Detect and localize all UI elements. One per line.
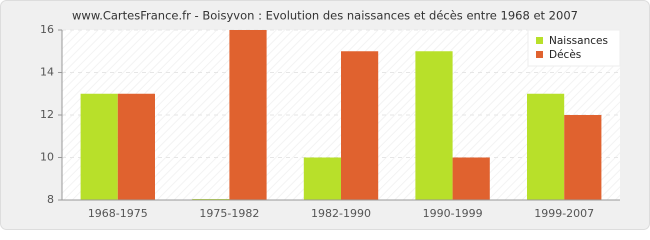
bar <box>527 93 565 200</box>
chart-title: www.CartesFrance.fr - Boisyvon : Evoluti… <box>72 9 578 23</box>
bar <box>229 30 267 200</box>
bar <box>415 51 453 200</box>
x-tick-label: 1982-1990 <box>311 207 371 220</box>
bar <box>303 157 341 200</box>
x-tick-label: 1975-1982 <box>199 207 259 220</box>
legend-swatch <box>536 37 543 44</box>
legend-swatch <box>536 51 543 58</box>
bar <box>452 157 490 200</box>
legend-box <box>527 29 621 67</box>
legend-label: Naissances <box>549 35 608 47</box>
chart: www.CartesFrance.fr - Boisyvon : Evoluti… <box>0 0 650 230</box>
x-tick-label: 1999-2007 <box>534 207 594 220</box>
y-tick-label: 10 <box>40 151 54 164</box>
x-tick-label: 1968-1975 <box>88 207 148 220</box>
y-tick-label: 8 <box>47 193 54 206</box>
y-tick-label: 12 <box>40 108 54 121</box>
bar <box>80 93 118 200</box>
y-tick-label: 14 <box>40 66 54 79</box>
x-tick-label: 1990-1999 <box>423 207 483 220</box>
y-tick-label: 16 <box>40 23 54 36</box>
legend-label: Décès <box>549 49 581 61</box>
bar <box>564 115 602 200</box>
bar <box>117 93 155 200</box>
bar <box>341 51 379 200</box>
